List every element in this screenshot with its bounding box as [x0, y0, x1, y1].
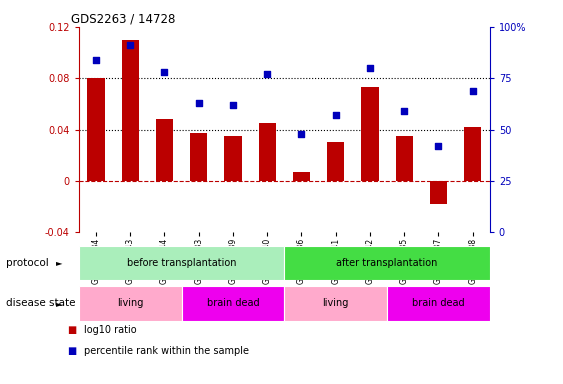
Bar — [464, 127, 481, 181]
Point — [468, 88, 477, 94]
Bar — [156, 119, 173, 181]
Bar — [387, 286, 490, 321]
Bar — [258, 123, 276, 181]
Bar — [122, 40, 138, 181]
Bar — [327, 142, 344, 181]
Bar — [396, 136, 413, 181]
Bar — [225, 136, 242, 181]
Bar — [361, 87, 378, 181]
Text: living: living — [323, 298, 349, 308]
Point — [400, 108, 409, 114]
Point — [297, 131, 306, 137]
Text: living: living — [117, 298, 144, 308]
Text: ►: ► — [56, 258, 63, 268]
Point — [194, 100, 203, 106]
Bar — [79, 286, 181, 321]
Bar — [181, 286, 284, 321]
Bar — [190, 134, 207, 181]
Text: log10 ratio: log10 ratio — [84, 325, 137, 335]
Text: disease state: disease state — [6, 298, 75, 308]
Bar — [430, 181, 447, 204]
Text: ►: ► — [56, 299, 63, 308]
Point — [229, 102, 238, 108]
Text: ■: ■ — [68, 325, 77, 335]
Text: percentile rank within the sample: percentile rank within the sample — [84, 346, 249, 356]
Text: after transplantation: after transplantation — [336, 258, 438, 268]
Bar — [79, 246, 284, 280]
Bar — [284, 246, 490, 280]
Point — [126, 42, 135, 48]
Text: ■: ■ — [68, 346, 77, 356]
Bar — [87, 78, 105, 181]
Point — [434, 143, 443, 149]
Text: brain dead: brain dead — [412, 298, 464, 308]
Point — [365, 65, 374, 71]
Text: before transplantation: before transplantation — [127, 258, 236, 268]
Point — [263, 71, 272, 77]
Point — [331, 112, 340, 118]
Bar — [284, 286, 387, 321]
Text: GDS2263 / 14728: GDS2263 / 14728 — [70, 13, 175, 26]
Text: brain dead: brain dead — [207, 298, 259, 308]
Bar — [293, 172, 310, 181]
Point — [160, 69, 169, 75]
Text: protocol: protocol — [6, 258, 48, 268]
Point — [91, 57, 100, 63]
